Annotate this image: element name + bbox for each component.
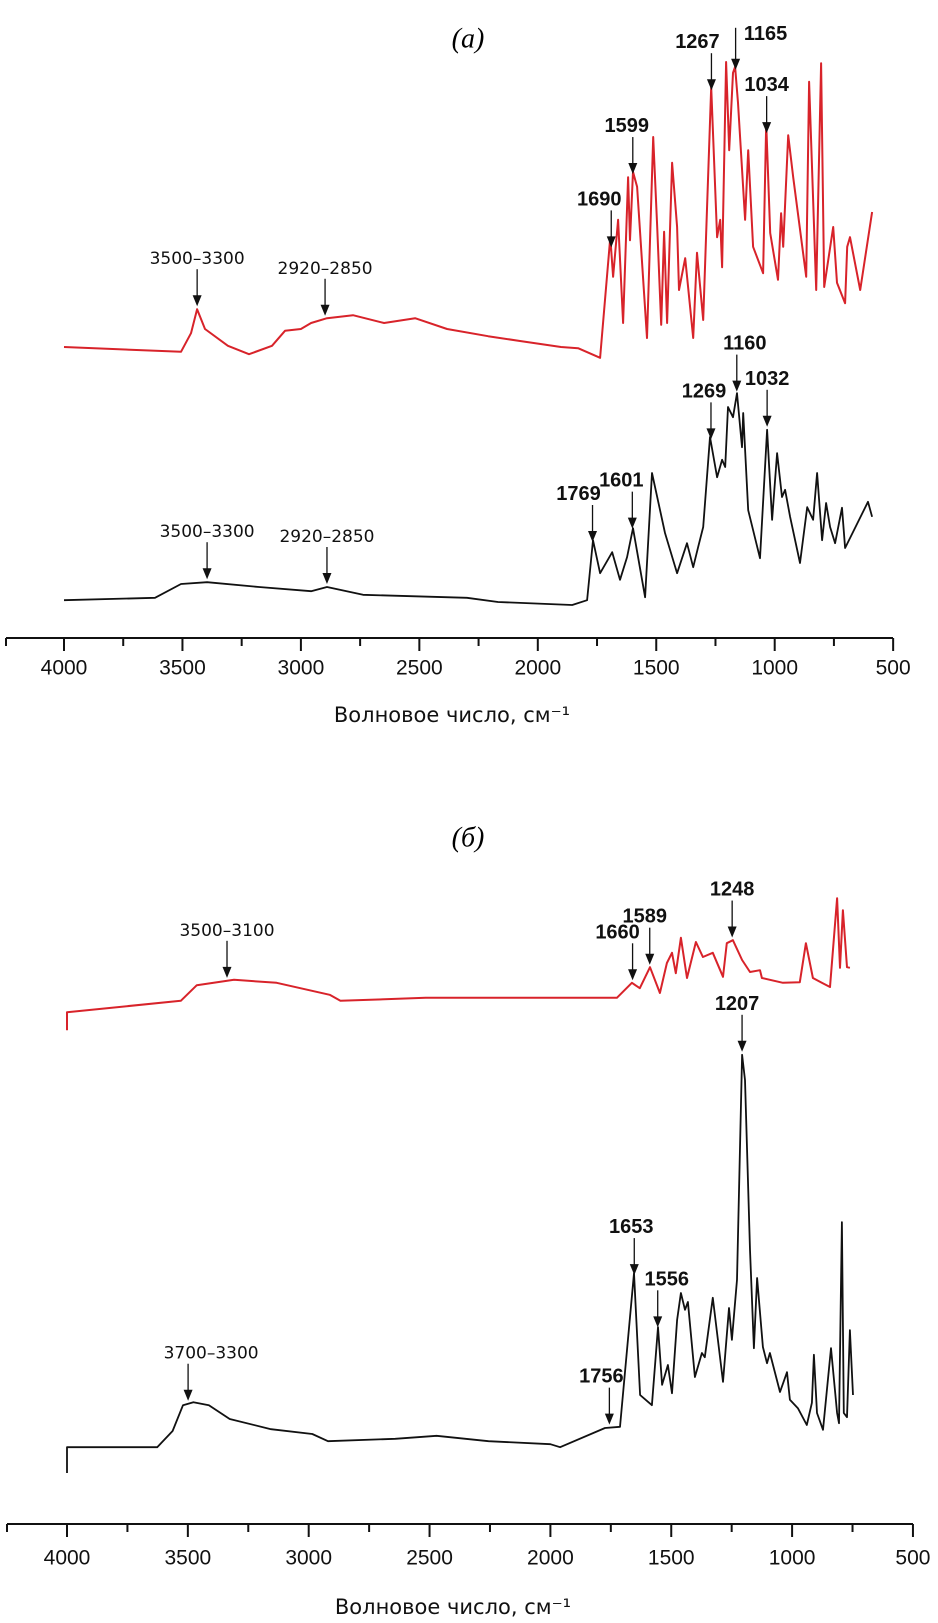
peak-annotation: 1589: [622, 906, 667, 965]
x-axis-label: Волновое число, см⁻¹: [335, 1595, 571, 1619]
arrow-down-icon: [202, 568, 212, 580]
peak-annotation: 1660: [595, 921, 640, 981]
x-tick-label: 1000: [769, 1547, 816, 1570]
arrow-down-icon: [762, 122, 772, 134]
x-tick-label: 3500: [164, 1547, 211, 1570]
peak-annotation: 1165: [731, 23, 787, 70]
spectrum-red: [66, 897, 851, 1031]
peak-annotation: 3700–3300: [164, 1344, 259, 1401]
arrow-down-icon: [320, 304, 330, 316]
x-tick-label: 500: [876, 657, 911, 680]
arrow-down-icon: [628, 969, 638, 981]
x-tick-label: 3500: [159, 657, 206, 680]
peak-label: 3700–3300: [164, 1344, 259, 1364]
peak-annotation: 1690: [577, 188, 622, 248]
peak-label: 3500–3300: [150, 249, 245, 269]
peak-annotation: 3500–3300: [160, 522, 255, 580]
peak-annotation: 1032: [745, 368, 790, 427]
peak-label: 1769: [556, 483, 601, 505]
arrow-down-icon: [322, 573, 332, 584]
spectrum-black: [66, 1053, 854, 1473]
peak-annotation: 1769: [556, 483, 601, 542]
peak-annotation: 1601: [599, 470, 644, 529]
peak-label: 1267: [675, 31, 720, 53]
peak-annotation: 3500–3300: [150, 249, 245, 307]
arrow-down-icon: [706, 428, 716, 440]
arrow-down-icon: [627, 517, 637, 529]
x-tick-label: 2000: [527, 1547, 574, 1570]
arrow-down-icon: [192, 295, 202, 307]
arrow-down-icon: [183, 1389, 193, 1401]
peak-label: 3500–3100: [179, 921, 274, 941]
peak-label: 1269: [682, 380, 727, 402]
peak-label: 1248: [710, 879, 755, 901]
peak-label: 2920–2850: [279, 527, 374, 547]
peak-label: 1207: [715, 993, 760, 1015]
x-tick-label: 1500: [633, 657, 680, 680]
x-tick-label: 3000: [285, 1547, 332, 1570]
peak-annotation: 2920–2850: [278, 259, 373, 316]
peak-label: 1756: [579, 1366, 624, 1388]
x-tick-label: 2000: [514, 657, 561, 680]
x-tick-label: 1500: [648, 1547, 695, 1570]
peak-label: 1160: [723, 333, 766, 355]
x-tick-label: 3000: [278, 657, 325, 680]
peak-annotation: 2920–2850: [279, 527, 374, 584]
peak-label: 1660: [595, 921, 640, 943]
panel-title: (б): [452, 823, 485, 854]
spectrum-black: [63, 392, 873, 606]
peak-annotation: 1756: [579, 1366, 624, 1425]
peak-label: 1556: [644, 1268, 689, 1290]
peak-annotation: 1599: [605, 115, 650, 175]
spectrum-red: [63, 61, 874, 359]
peak-label: 1601: [599, 470, 644, 492]
peak-annotation: 1248: [710, 879, 755, 938]
arrow-down-icon: [629, 1264, 639, 1276]
peak-label: 1165: [744, 23, 787, 45]
arrow-down-icon: [628, 163, 638, 175]
x-tick-label: 4000: [44, 1547, 91, 1570]
peak-label: 1034: [744, 74, 789, 96]
x-axis-label: Волновое число, см⁻¹: [334, 703, 570, 727]
x-tick-label: 4000: [41, 657, 88, 680]
peak-label: 2920–2850: [278, 259, 373, 279]
peak-label: 1690: [577, 188, 622, 210]
x-tick-label: 500: [895, 1547, 930, 1570]
arrow-down-icon: [588, 531, 598, 542]
arrow-down-icon: [653, 1316, 663, 1328]
peak-annotation: 1034: [744, 74, 790, 134]
x-tick-label: 1000: [751, 657, 798, 680]
x-tick-label: 2500: [396, 657, 443, 680]
x-tick-label: 2500: [406, 1547, 453, 1570]
peak-annotation: 1556: [644, 1268, 689, 1328]
arrow-down-icon: [606, 236, 616, 248]
peak-label: 1589: [622, 906, 667, 928]
peak-label: 1653: [609, 1216, 654, 1238]
peak-label: 3500–3300: [160, 522, 255, 542]
arrow-down-icon: [732, 380, 742, 392]
panel-b: (б) 4000 3500 3000 2500 2000 1500 1000 500 Волнов…: [6, 823, 930, 1619]
arrow-down-icon: [731, 58, 741, 70]
arrow-down-icon: [222, 966, 232, 978]
peak-label: 1599: [605, 115, 650, 137]
arrow-down-icon: [737, 1040, 747, 1052]
peak-annotation: 1160: [723, 333, 766, 392]
arrow-down-icon: [706, 79, 716, 91]
panel-title: (а): [452, 24, 485, 55]
panel-a: (а) 4000 3500 3000 2500 2000 1500 1000 500 Волнов…: [5, 23, 911, 727]
peak-annotation: 1207: [715, 993, 760, 1052]
peak-annotation: 1653: [609, 1216, 654, 1276]
peak-annotation: 3500–3100: [179, 921, 275, 978]
arrow-down-icon: [604, 1413, 614, 1425]
arrow-down-icon: [727, 926, 737, 938]
peak-label: 1032: [745, 368, 790, 390]
peak-annotation: 1267: [675, 31, 720, 91]
peak-annotation: 1269: [682, 380, 727, 440]
arrow-down-icon: [645, 953, 655, 965]
arrow-down-icon: [762, 415, 772, 427]
